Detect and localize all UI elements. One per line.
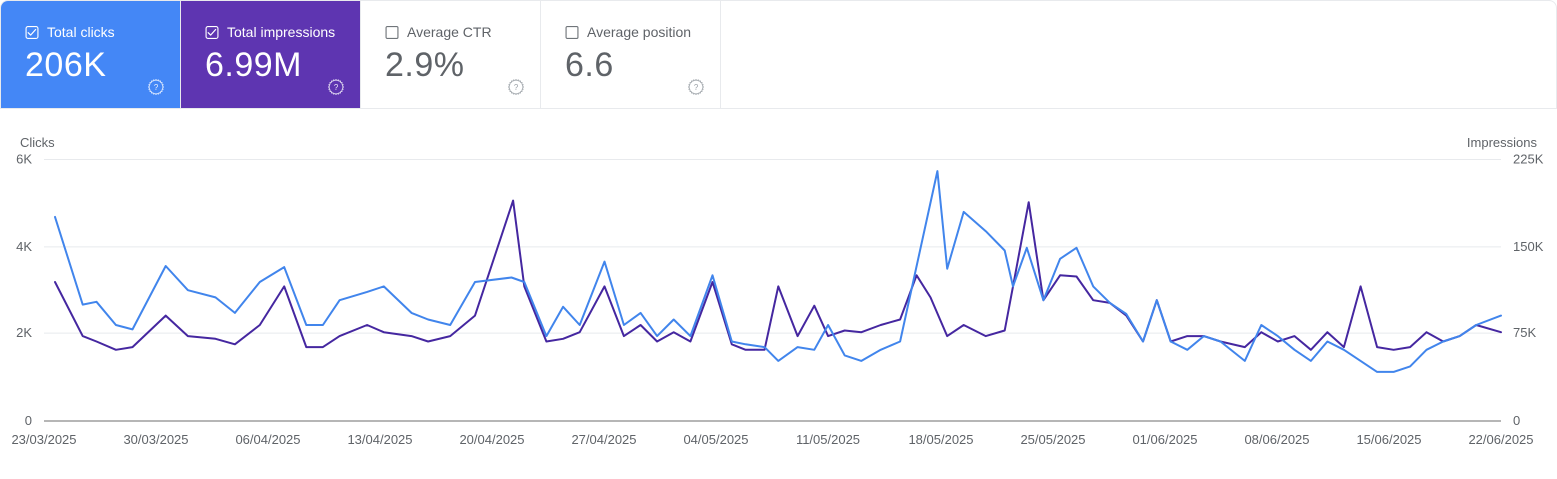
svg-text:0: 0 [1513, 413, 1520, 428]
svg-text:20/04/2025: 20/04/2025 [459, 432, 524, 447]
svg-text:0: 0 [25, 413, 32, 428]
svg-text:04/05/2025: 04/05/2025 [683, 432, 748, 447]
svg-text:23/03/2025: 23/03/2025 [11, 432, 76, 447]
svg-text:225K: 225K [1513, 152, 1544, 167]
svg-text:08/06/2025: 08/06/2025 [1244, 432, 1309, 447]
svg-text:75K: 75K [1513, 325, 1536, 340]
svg-text:22/06/2025: 22/06/2025 [1468, 432, 1533, 447]
svg-text:30/03/2025: 30/03/2025 [123, 432, 188, 447]
svg-text:18/05/2025: 18/05/2025 [908, 432, 973, 447]
svg-text:01/06/2025: 01/06/2025 [1132, 432, 1197, 447]
svg-text:13/04/2025: 13/04/2025 [347, 432, 412, 447]
svg-text:6K: 6K [16, 152, 32, 167]
svg-text:4K: 4K [16, 239, 32, 254]
svg-text:25/05/2025: 25/05/2025 [1020, 432, 1085, 447]
svg-text:11/05/2025: 11/05/2025 [796, 432, 860, 447]
svg-text:06/04/2025: 06/04/2025 [235, 432, 300, 447]
svg-text:15/06/2025: 15/06/2025 [1356, 432, 1421, 447]
svg-text:2K: 2K [16, 325, 32, 340]
svg-text:27/04/2025: 27/04/2025 [571, 432, 636, 447]
svg-text:150K: 150K [1513, 239, 1544, 254]
